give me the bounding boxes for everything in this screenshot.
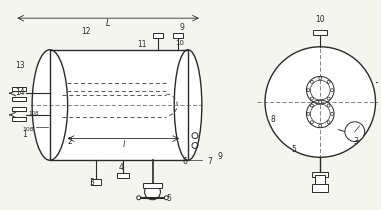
Text: 11: 11 bbox=[137, 40, 146, 49]
Text: 108: 108 bbox=[28, 111, 38, 116]
Text: 4: 4 bbox=[118, 163, 123, 172]
Circle shape bbox=[345, 122, 365, 142]
Text: l: l bbox=[122, 140, 125, 149]
Text: 3: 3 bbox=[353, 137, 358, 146]
Text: 5: 5 bbox=[291, 145, 296, 154]
Bar bbox=[313, 30, 327, 35]
Circle shape bbox=[319, 124, 322, 127]
Circle shape bbox=[311, 80, 313, 83]
Bar bbox=[13, 97, 26, 101]
Text: L: L bbox=[106, 19, 110, 28]
Text: 2: 2 bbox=[67, 137, 72, 146]
Ellipse shape bbox=[174, 50, 202, 160]
Bar bbox=[117, 173, 129, 178]
Text: 3: 3 bbox=[90, 178, 95, 188]
Text: 1: 1 bbox=[22, 130, 27, 139]
Text: 108: 108 bbox=[22, 127, 34, 132]
Bar bbox=[315, 175, 325, 185]
Circle shape bbox=[327, 121, 330, 124]
Ellipse shape bbox=[32, 50, 68, 160]
Text: 10: 10 bbox=[315, 15, 325, 24]
Circle shape bbox=[307, 89, 310, 92]
Text: 10: 10 bbox=[176, 40, 185, 46]
Circle shape bbox=[327, 104, 330, 107]
Circle shape bbox=[137, 196, 141, 200]
Circle shape bbox=[331, 89, 334, 92]
Text: 5: 5 bbox=[166, 194, 171, 203]
Bar bbox=[13, 107, 26, 111]
Circle shape bbox=[319, 101, 322, 104]
Bar bbox=[312, 184, 328, 192]
Bar bbox=[91, 179, 101, 185]
Bar bbox=[50, 50, 188, 160]
Text: 9: 9 bbox=[180, 23, 184, 32]
Circle shape bbox=[311, 97, 313, 100]
Text: 9: 9 bbox=[217, 152, 222, 161]
Circle shape bbox=[307, 112, 310, 115]
Circle shape bbox=[331, 112, 334, 115]
Bar bbox=[13, 87, 26, 91]
Circle shape bbox=[145, 184, 160, 200]
Circle shape bbox=[164, 196, 168, 200]
Circle shape bbox=[311, 121, 313, 124]
Circle shape bbox=[319, 101, 322, 104]
Circle shape bbox=[265, 47, 376, 157]
Bar bbox=[50, 50, 188, 160]
Text: 7: 7 bbox=[207, 157, 212, 166]
Bar bbox=[13, 117, 26, 121]
Text: 8: 8 bbox=[271, 115, 275, 124]
Circle shape bbox=[319, 77, 322, 80]
Text: 6: 6 bbox=[182, 157, 187, 166]
Text: 14: 14 bbox=[16, 88, 25, 97]
Bar bbox=[173, 33, 183, 38]
Bar bbox=[312, 172, 328, 177]
Circle shape bbox=[327, 97, 330, 100]
Text: 12: 12 bbox=[82, 28, 91, 37]
Bar bbox=[154, 33, 163, 38]
Bar bbox=[142, 183, 162, 188]
Text: 13: 13 bbox=[16, 61, 25, 70]
Circle shape bbox=[327, 80, 330, 83]
Circle shape bbox=[311, 104, 313, 107]
